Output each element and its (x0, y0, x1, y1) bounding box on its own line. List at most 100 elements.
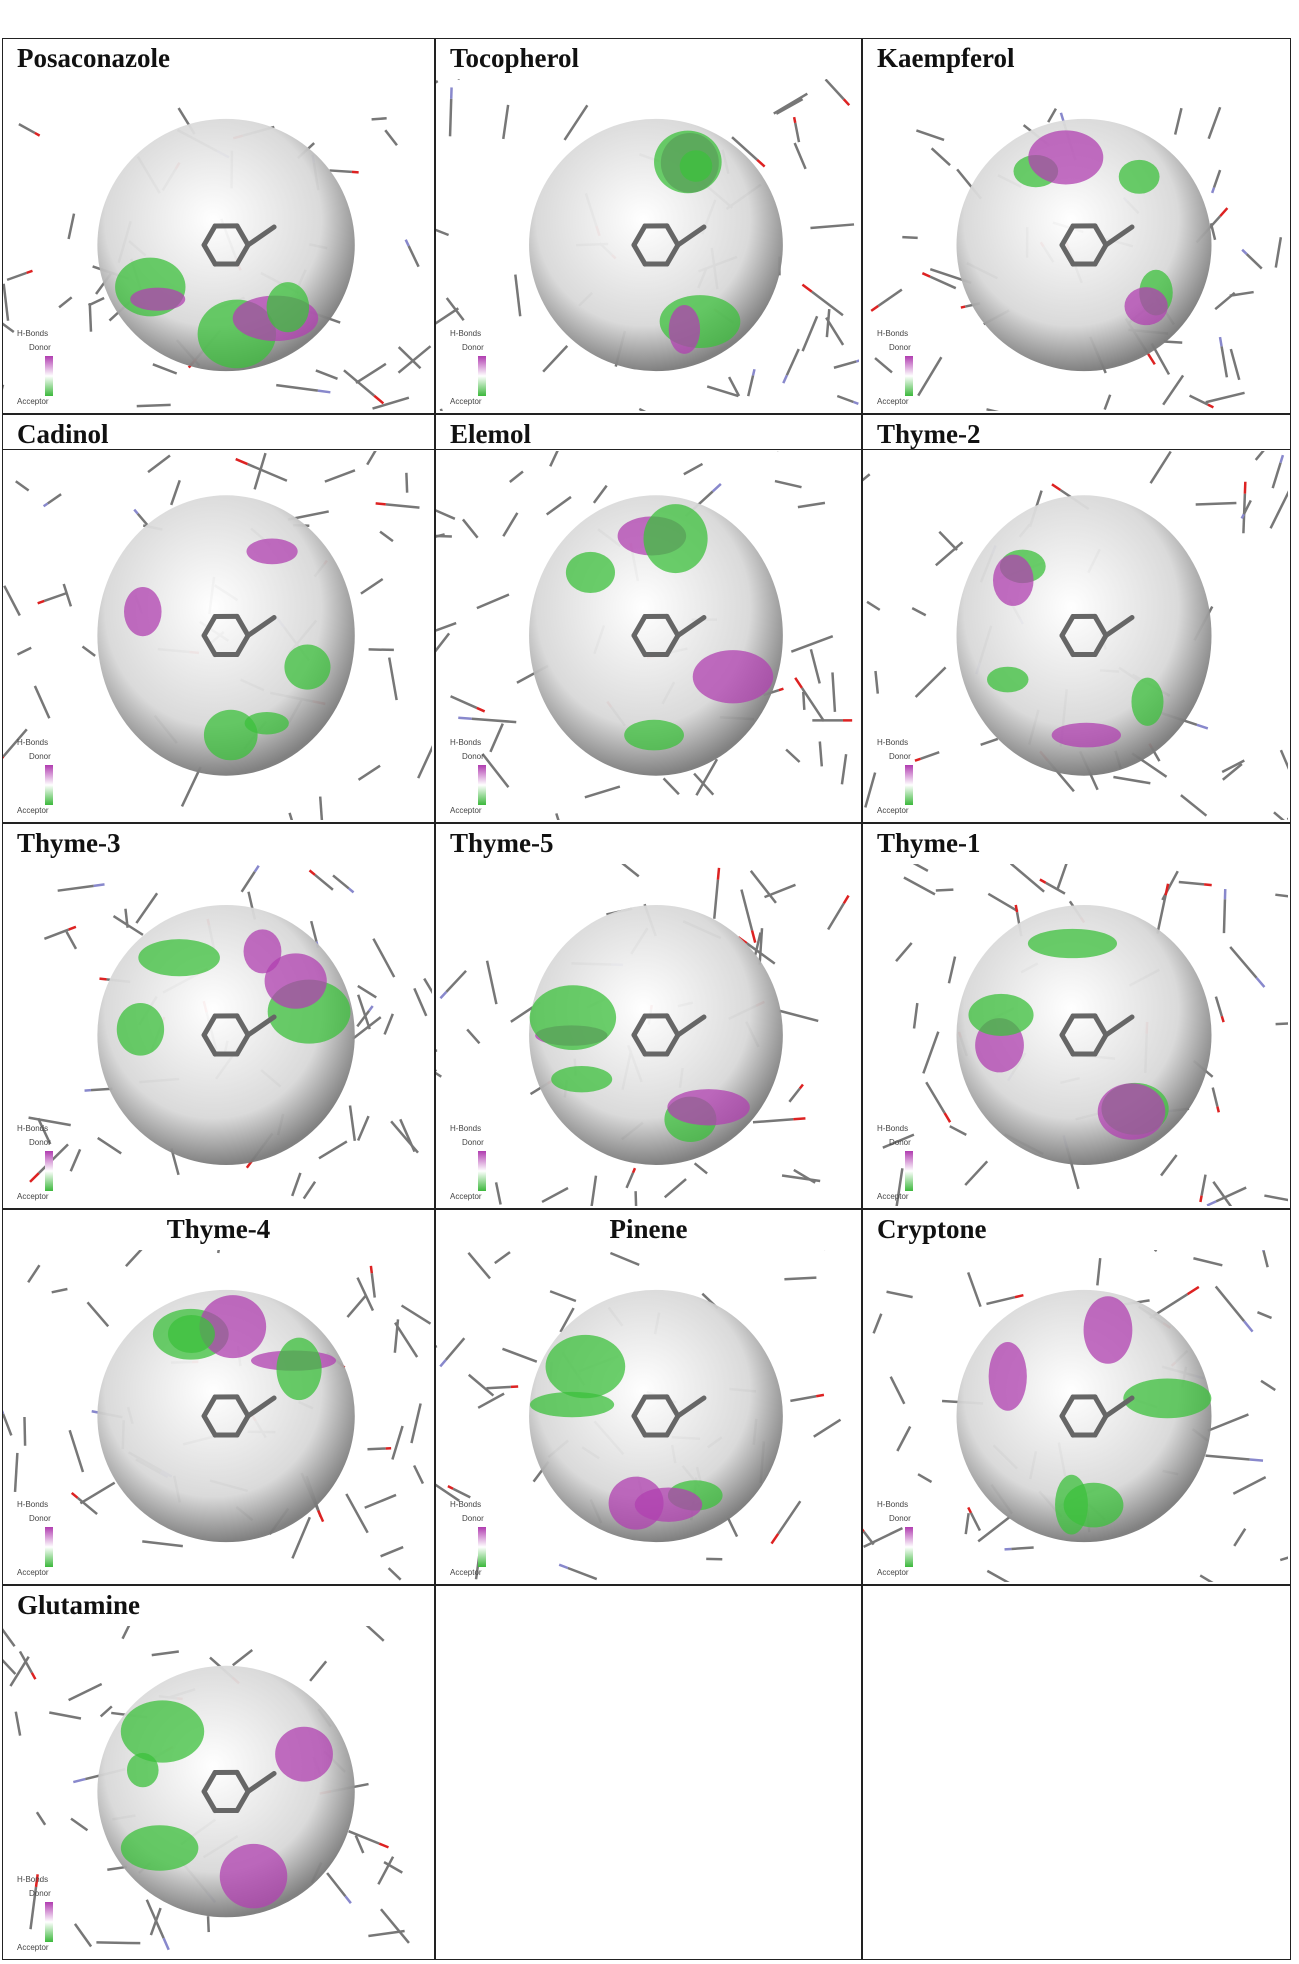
bond (436, 621, 457, 632)
surface-patch (203, 709, 258, 761)
bond (584, 785, 621, 799)
bond (447, 1484, 454, 1490)
bond (57, 884, 94, 892)
bond (97, 1136, 122, 1155)
bond (1222, 899, 1227, 934)
bond (310, 920, 318, 942)
surface-patch (243, 929, 282, 974)
bond (770, 1533, 780, 1545)
bond (436, 1344, 438, 1348)
bond (3, 1628, 16, 1648)
bond (902, 235, 918, 240)
bond (877, 288, 903, 307)
bond (1207, 1413, 1249, 1432)
ligand-bond (234, 242, 251, 267)
bond (324, 469, 356, 483)
bond (372, 938, 396, 978)
bond (46, 493, 62, 505)
bond (385, 503, 420, 509)
bond (37, 1143, 69, 1175)
ligand-bond (664, 242, 681, 267)
bond (486, 1385, 511, 1390)
bond (288, 812, 294, 820)
bond (439, 991, 448, 1000)
legend-title: H-Bonds (450, 738, 481, 747)
panel-title: Thyme-5 (450, 828, 554, 858)
bond (436, 79, 439, 84)
bond (713, 879, 720, 919)
bond (383, 1013, 394, 1035)
bond (448, 98, 453, 137)
ligand-bond (631, 223, 648, 248)
panel: Pinene H-Bonds Donor Acceptor (435, 1209, 862, 1585)
panel-title: Cadinol (17, 419, 109, 449)
bond (346, 1295, 367, 1318)
bond (216, 1250, 221, 1254)
bond (784, 1276, 817, 1281)
bond (793, 1168, 816, 1184)
ligand-bond (1092, 613, 1109, 638)
bond (76, 1496, 98, 1516)
bond (400, 1304, 432, 1325)
bond (302, 1180, 317, 1200)
bond (458, 716, 472, 720)
bond (793, 1117, 806, 1121)
ligand-bond (1059, 223, 1076, 248)
bond (51, 1287, 68, 1294)
legend-acceptor: Acceptor (877, 1568, 909, 1577)
bond (345, 1493, 369, 1534)
panel-title: Glutamine (17, 1590, 141, 1620)
bond (1160, 1154, 1178, 1177)
bond (397, 346, 422, 370)
bond (377, 1856, 395, 1885)
bond (1206, 1200, 1217, 1206)
bond (405, 472, 409, 493)
bond (840, 754, 848, 785)
bond (964, 1160, 989, 1186)
bond (1055, 864, 1068, 891)
bond (235, 457, 249, 466)
bond (62, 583, 73, 607)
bond (711, 483, 722, 493)
panel: Thyme-3 H-Bonds Donor Acceptor (2, 823, 435, 1209)
legend-bar (905, 765, 913, 805)
surface-patch (1051, 722, 1121, 748)
ligand-bond (1059, 633, 1076, 658)
bond (436, 1071, 442, 1078)
bond (964, 1512, 970, 1535)
bond (412, 1464, 425, 1485)
bond (3, 1658, 17, 1675)
bond (3, 322, 15, 333)
bond (895, 1168, 904, 1206)
surface-patch (264, 953, 327, 1009)
molecule-image: H-Bonds Donor Acceptor (3, 1626, 410, 1952)
bond (387, 1567, 402, 1581)
bond (778, 687, 784, 692)
ligand-bond (201, 1032, 218, 1057)
bond (1215, 1186, 1247, 1203)
bond (555, 813, 560, 820)
bond (827, 902, 845, 931)
bond (73, 1777, 86, 1784)
bond (1241, 248, 1248, 255)
bond (439, 408, 443, 411)
ligand-bond (675, 1014, 707, 1038)
bond (145, 1899, 165, 1939)
ligand-bond (664, 223, 681, 248)
bond (790, 635, 834, 653)
legend-acceptor: Acceptor (17, 806, 49, 815)
bond (1233, 1527, 1247, 1547)
bond (1260, 1379, 1276, 1392)
bond (99, 977, 107, 981)
bond (801, 315, 819, 352)
bond (1221, 759, 1245, 774)
ligand-bond (1092, 633, 1109, 658)
bond (26, 269, 33, 275)
legend-donor: Donor (29, 752, 51, 761)
bond (43, 928, 70, 940)
bond (896, 1425, 912, 1452)
legend-title: H-Bonds (877, 1500, 908, 1509)
bond (42, 502, 49, 508)
bond (452, 1487, 471, 1499)
legend-donor: Donor (462, 343, 484, 352)
